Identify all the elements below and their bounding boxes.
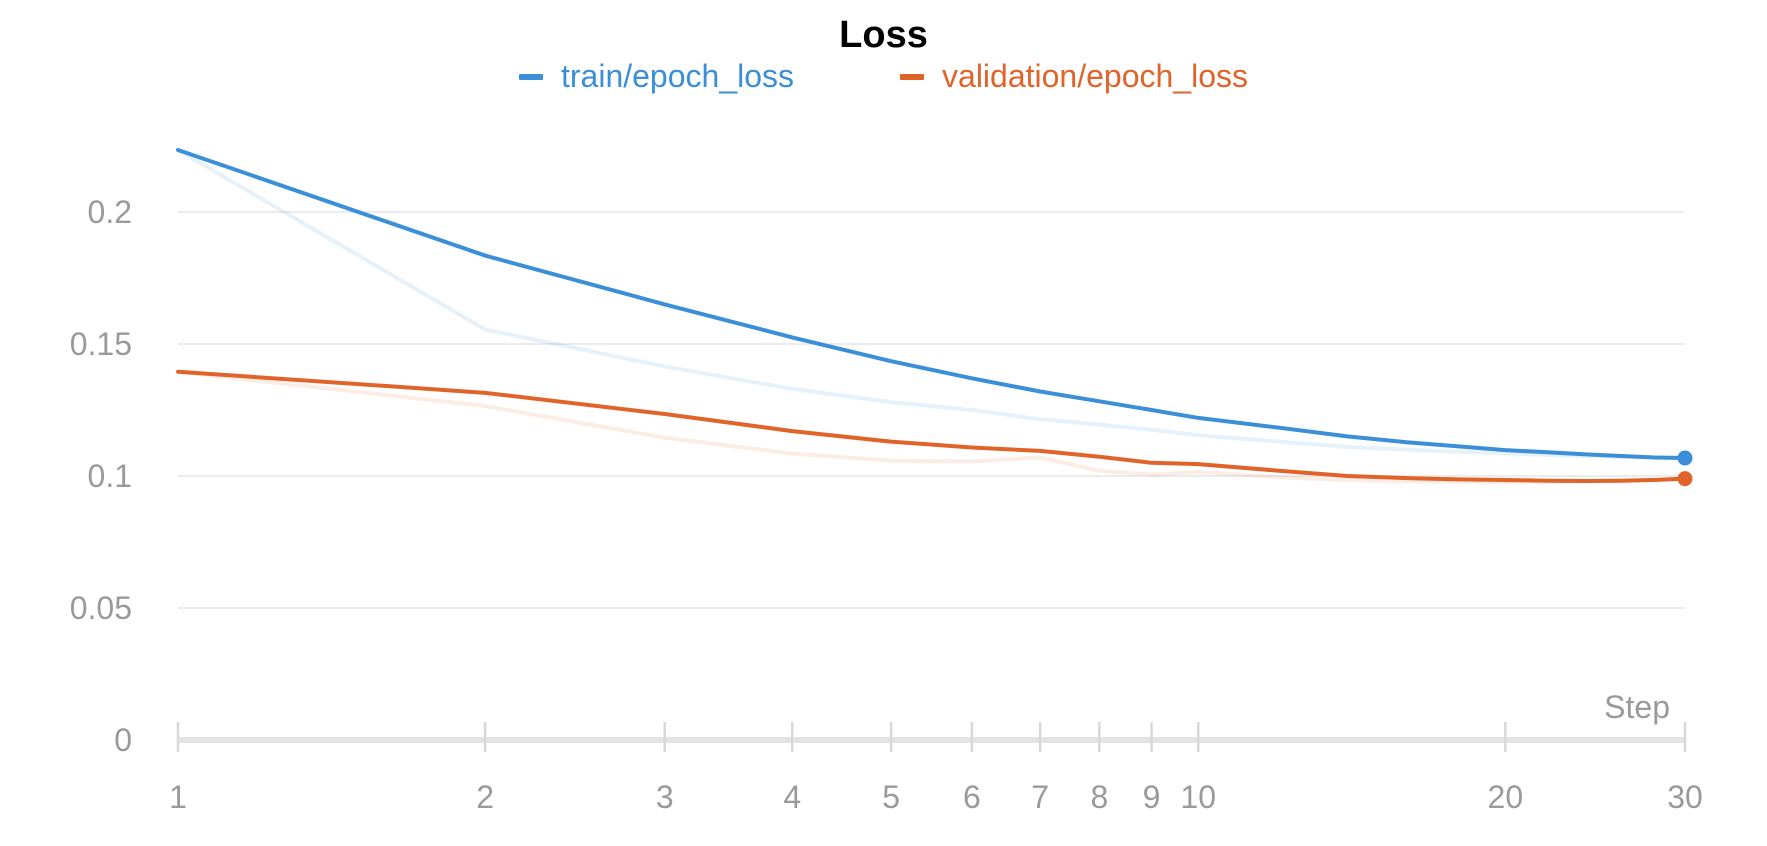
y-tick-label: 0.15 bbox=[70, 326, 132, 362]
chart-title: Loss bbox=[839, 14, 928, 56]
y-tick-label: 0.05 bbox=[70, 590, 132, 626]
x-tick-label: 9 bbox=[1143, 779, 1161, 815]
legend: train/epoch_loss validation/epoch_loss bbox=[0, 58, 1767, 95]
legend-swatch-train bbox=[518, 73, 543, 80]
legend-label-validation: validation/epoch_loss bbox=[942, 58, 1248, 94]
legend-swatch-validation bbox=[900, 73, 925, 80]
x-tick-label: 6 bbox=[963, 779, 981, 815]
series-line-train[interactable] bbox=[176, 147, 1687, 461]
x-tick-label: 5 bbox=[882, 779, 900, 815]
x-tick-label: 3 bbox=[656, 779, 674, 815]
series-line-validation[interactable] bbox=[176, 369, 1687, 484]
x-tick-label: 20 bbox=[1488, 779, 1524, 815]
y-tick-label: 0 bbox=[114, 722, 132, 758]
x-axis-label: Step bbox=[1604, 689, 1670, 725]
y-tick-label: 0.1 bbox=[88, 458, 132, 494]
legend-label-train: train/epoch_loss bbox=[560, 58, 795, 94]
series-end-point-train[interactable] bbox=[1677, 450, 1693, 466]
legend-item-train[interactable]: train/epoch_loss bbox=[518, 58, 795, 95]
series-raw-line-train bbox=[176, 148, 1686, 461]
x-tick-label: 4 bbox=[783, 779, 801, 815]
x-tick-label: 1 bbox=[169, 779, 187, 815]
x-tick-label: 10 bbox=[1180, 779, 1216, 815]
x-tick-label: 8 bbox=[1090, 779, 1108, 815]
x-tick-label: 2 bbox=[476, 779, 494, 815]
legend-item-validation[interactable]: validation/epoch_loss bbox=[900, 58, 1248, 95]
x-tick-label: 30 bbox=[1667, 779, 1703, 815]
series-end-point-validation[interactable] bbox=[1677, 471, 1693, 487]
y-tick-label: 0.2 bbox=[88, 194, 132, 230]
x-tick-label: 7 bbox=[1031, 779, 1049, 815]
